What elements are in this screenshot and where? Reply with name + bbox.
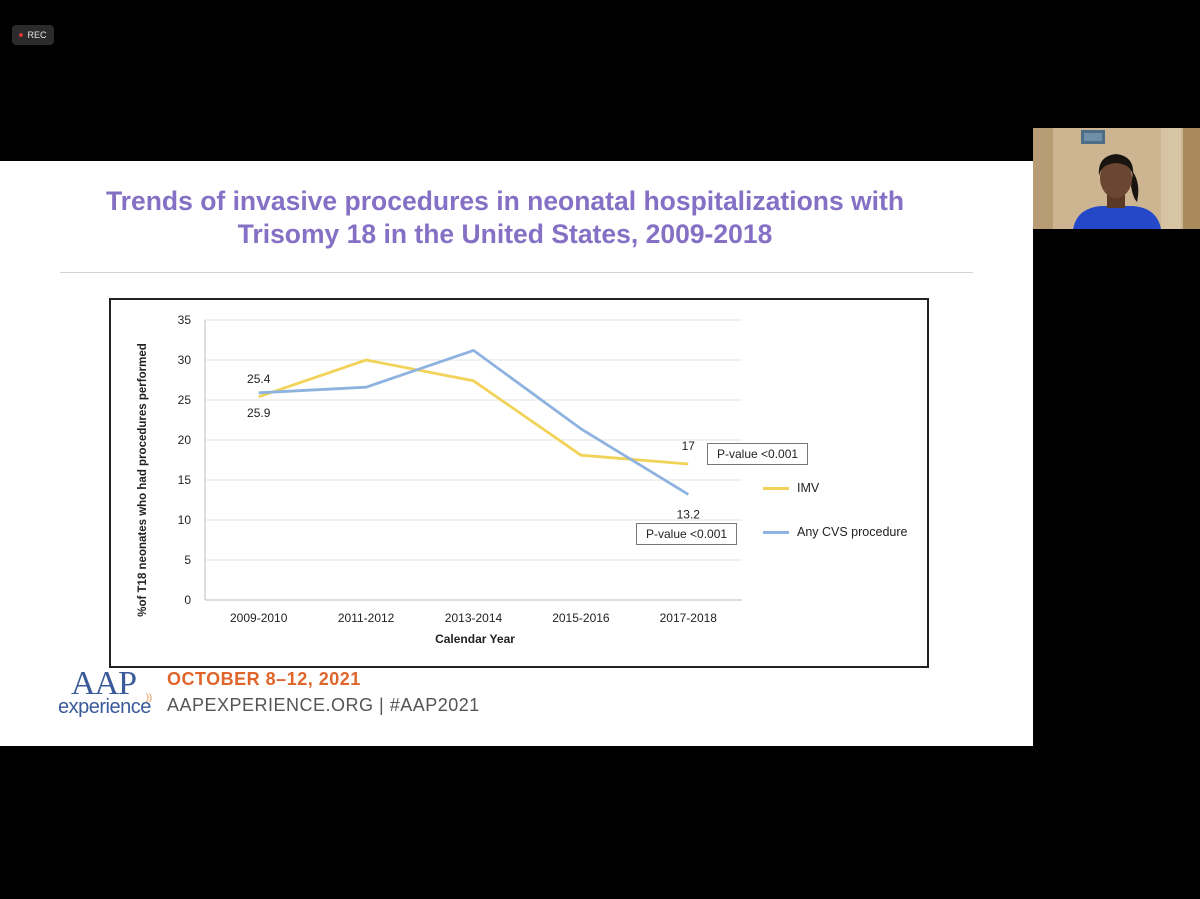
y-tick-label: 10	[178, 513, 192, 527]
y-tick-label: 25	[178, 393, 192, 407]
y-tick-label: 20	[178, 433, 192, 447]
chart-plot: 0 5 10 15 20 25 30 35 2009-2010 2011-2012 2013-201…	[178, 313, 742, 625]
y-tick-label: 5	[184, 553, 191, 567]
slide-title-line-1: Trends of invasive procedures in neonata…	[105, 186, 905, 216]
slide-title-line-2: Trisomy 18 in the United States, 2009-20…	[237, 219, 773, 249]
x-tick-label: 2017-2018	[660, 611, 718, 625]
logo-experience-text: experience	[58, 696, 151, 718]
logo-aap-text: AAP	[71, 665, 137, 702]
participant-video-thumbnail[interactable]	[1033, 128, 1200, 229]
data-label: 17	[682, 439, 696, 453]
event-dates: OCTOBER 8–12, 2021	[167, 669, 361, 689]
event-website: AAPEXPERIENCE.ORG | #AAP2021	[167, 695, 480, 715]
data-label: 25.9	[247, 406, 271, 420]
p-value-box-cvs: P-value <0.001	[636, 523, 738, 545]
x-tick-label: 2009-2010	[230, 611, 288, 625]
series-line-cvs	[258, 349, 690, 496]
y-axis-title-text: %of T18 neonates who had procedures perf…	[137, 343, 149, 617]
presentation-slide: Trends of invasive procedures in neonata…	[0, 161, 1033, 746]
webcam-feed	[1033, 128, 1200, 229]
legend-label-imv: IMV	[797, 481, 820, 495]
recording-indicator: REC	[12, 25, 54, 45]
data-label: 25.4	[247, 372, 271, 386]
legend-swatch-cvs	[763, 530, 789, 534]
x-tick-label: 2015-2016	[552, 611, 610, 625]
title-divider	[60, 272, 973, 273]
legend-item-cvs: Any CVS procedure	[763, 525, 907, 539]
aap-experience-logo: AAP )) experience	[58, 666, 158, 726]
signal-icon: ))	[146, 692, 152, 702]
series-line-imv	[258, 358, 689, 466]
recording-label: REC	[27, 30, 47, 40]
y-axis-title: %of T18 neonates who had procedures perf…	[119, 310, 167, 650]
record-dot-icon	[19, 33, 24, 37]
y-tick-label: 30	[178, 353, 192, 367]
slide-title: Trends of invasive procedures in neonata…	[0, 185, 1010, 251]
x-axis-title: Calendar Year	[435, 632, 515, 646]
legend-label-cvs: Any CVS procedure	[797, 525, 908, 539]
y-tick-label: 0	[184, 593, 191, 607]
p-value-box-imv: P-value <0.001	[707, 443, 809, 465]
legend-swatch-imv	[763, 486, 789, 490]
x-tick-label: 2013-2014	[445, 611, 503, 625]
legend-item-imv: IMV	[763, 481, 819, 495]
y-tick-label: 15	[178, 473, 192, 487]
line-chart: 0 5 10 15 20 25 30 35 2009-2010 2011-2012 2013-201…	[109, 298, 929, 668]
y-tick-label: 35	[178, 313, 192, 327]
x-tick-label: 2011-2012	[338, 611, 395, 625]
data-label: 13.2	[677, 507, 701, 521]
